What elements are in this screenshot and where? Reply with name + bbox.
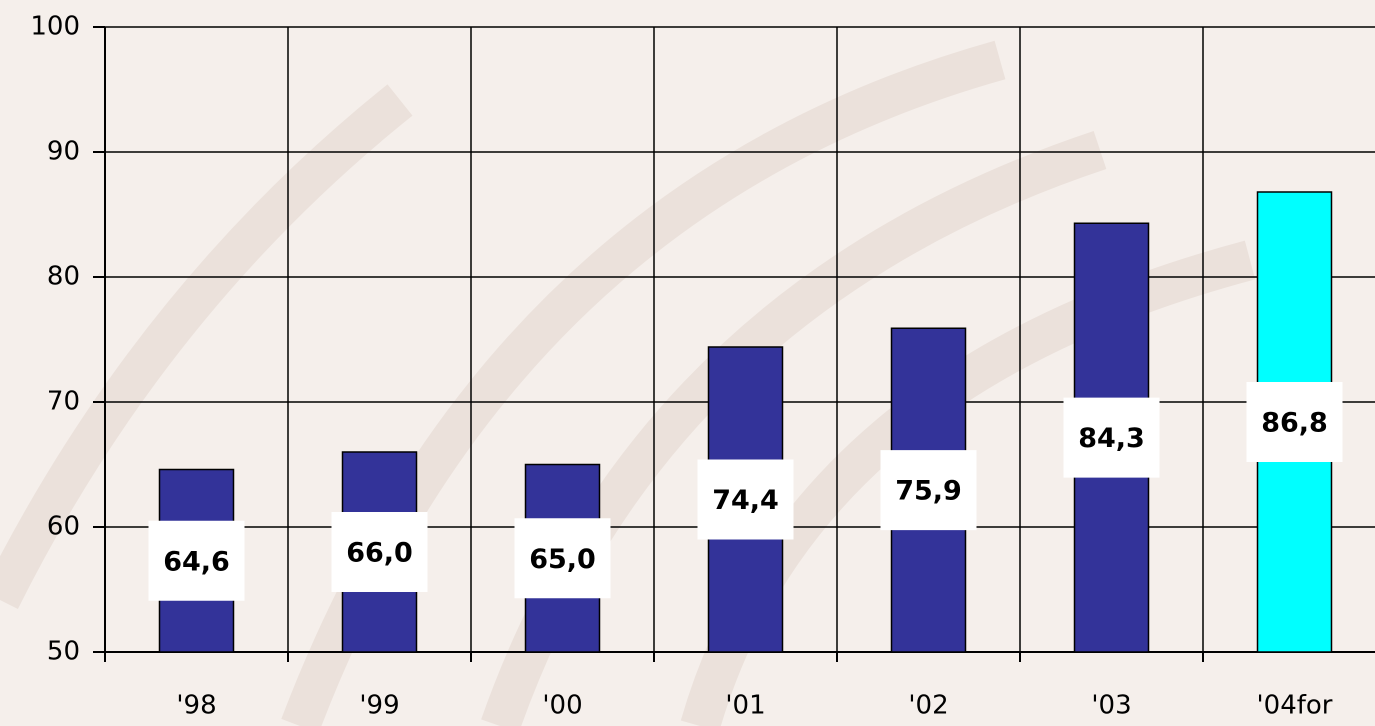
- x-tick-label: '02: [908, 691, 948, 721]
- x-tick-label: '99: [359, 691, 399, 721]
- x-tick-label: '98: [176, 691, 216, 721]
- y-tick-label: 80: [47, 262, 80, 292]
- y-tick-label: 60: [47, 512, 80, 542]
- value-label: 64,6: [163, 546, 230, 577]
- y-tick-label: 90: [47, 137, 80, 167]
- y-tick-label: 100: [30, 12, 80, 42]
- y-tick-label: 50: [47, 637, 80, 667]
- value-label: 74,4: [712, 485, 779, 516]
- value-label: 84,3: [1078, 423, 1145, 454]
- value-label: 86,8: [1261, 408, 1328, 439]
- value-label: 75,9: [895, 476, 962, 507]
- y-tick-label: 70: [47, 387, 80, 417]
- value-label-box: [1246, 382, 1343, 462]
- value-label-box: [697, 459, 794, 540]
- x-tick-label: '03: [1091, 691, 1131, 721]
- plot: 50 60 70 80 90 100 '98 64,6 '99 66,0 '00 65,0 '01 74,…: [30, 12, 1375, 721]
- value-label: 65,0: [529, 544, 596, 575]
- value-label-box: [148, 520, 245, 601]
- x-tick-label: '04for: [1257, 691, 1333, 721]
- value-label-box: [1063, 397, 1160, 478]
- x-tick-label: '01: [725, 691, 765, 721]
- x-tick-label: '00: [542, 691, 582, 721]
- value-label-box: [514, 518, 611, 599]
- value-label-box: [331, 512, 428, 592]
- value-label: 66,0: [346, 538, 413, 569]
- value-label-box: [880, 450, 977, 531]
